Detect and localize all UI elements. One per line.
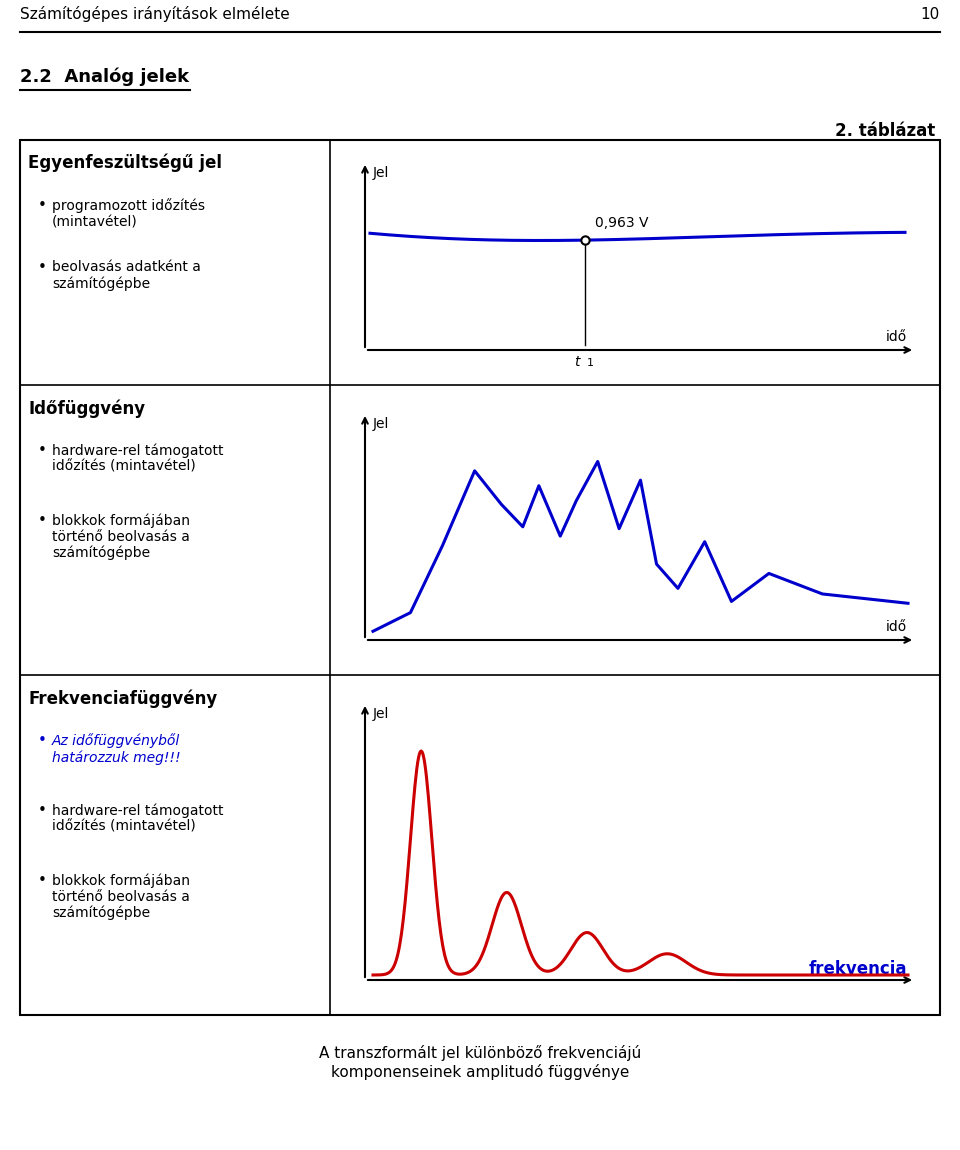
Text: Számítógépes irányítások elmélete: Számítógépes irányítások elmélete (20, 6, 290, 22)
Text: idő: idő (886, 330, 907, 344)
Text: •: • (38, 260, 47, 275)
Text: 2.2  Analóg jelek: 2.2 Analóg jelek (20, 68, 189, 86)
Text: hardware-rel támogatott
időzítés (mintavétel): hardware-rel támogatott időzítés (mintav… (52, 803, 224, 834)
Text: 2. táblázat: 2. táblázat (835, 122, 935, 140)
Text: •: • (38, 803, 47, 818)
Text: Jel: Jel (373, 707, 390, 721)
Text: 1: 1 (587, 358, 594, 368)
Text: Jel: Jel (373, 417, 390, 431)
Text: •: • (38, 443, 47, 458)
Text: programozott időzítés
(mintavétel): programozott időzítés (mintavétel) (52, 198, 205, 229)
Text: blokkok formájában
történő beolvasás a
számítógépbe: blokkok formájában történő beolvasás a s… (52, 873, 190, 920)
Text: •: • (38, 198, 47, 213)
Text: beolvasás adatként a
számítógépbe: beolvasás adatként a számítógépbe (52, 260, 201, 291)
Text: blokkok formájában
történő beolvasás a
számítógépbe: blokkok formájában történő beolvasás a s… (52, 513, 190, 560)
Text: Az időfüggvényből
határozzuk meg!!!: Az időfüggvényből határozzuk meg!!! (52, 733, 180, 765)
Text: t: t (574, 355, 580, 369)
Text: Időfüggvény: Időfüggvény (28, 399, 145, 417)
Text: 0,963 V: 0,963 V (595, 216, 649, 230)
Text: •: • (38, 733, 47, 748)
Text: 10: 10 (921, 7, 940, 22)
Text: •: • (38, 873, 47, 888)
Text: frekvencia: frekvencia (808, 960, 907, 978)
Bar (20, 140, 940, 1015)
Text: A transzformált jel különböző frekvenciájú
komponenseinek amplitudó függvénye: A transzformált jel különböző frekvenciá… (319, 1045, 641, 1080)
Text: Jel: Jel (373, 166, 390, 181)
Text: idő: idő (886, 620, 907, 634)
Text: Egyenfeszültségű jel: Egyenfeszültségű jel (28, 154, 222, 172)
Text: •: • (38, 513, 47, 528)
Text: Frekvenciafüggvény: Frekvenciafüggvény (28, 689, 217, 707)
Text: hardware-rel támogatott
időzítés (mintavétel): hardware-rel támogatott időzítés (mintav… (52, 443, 224, 474)
